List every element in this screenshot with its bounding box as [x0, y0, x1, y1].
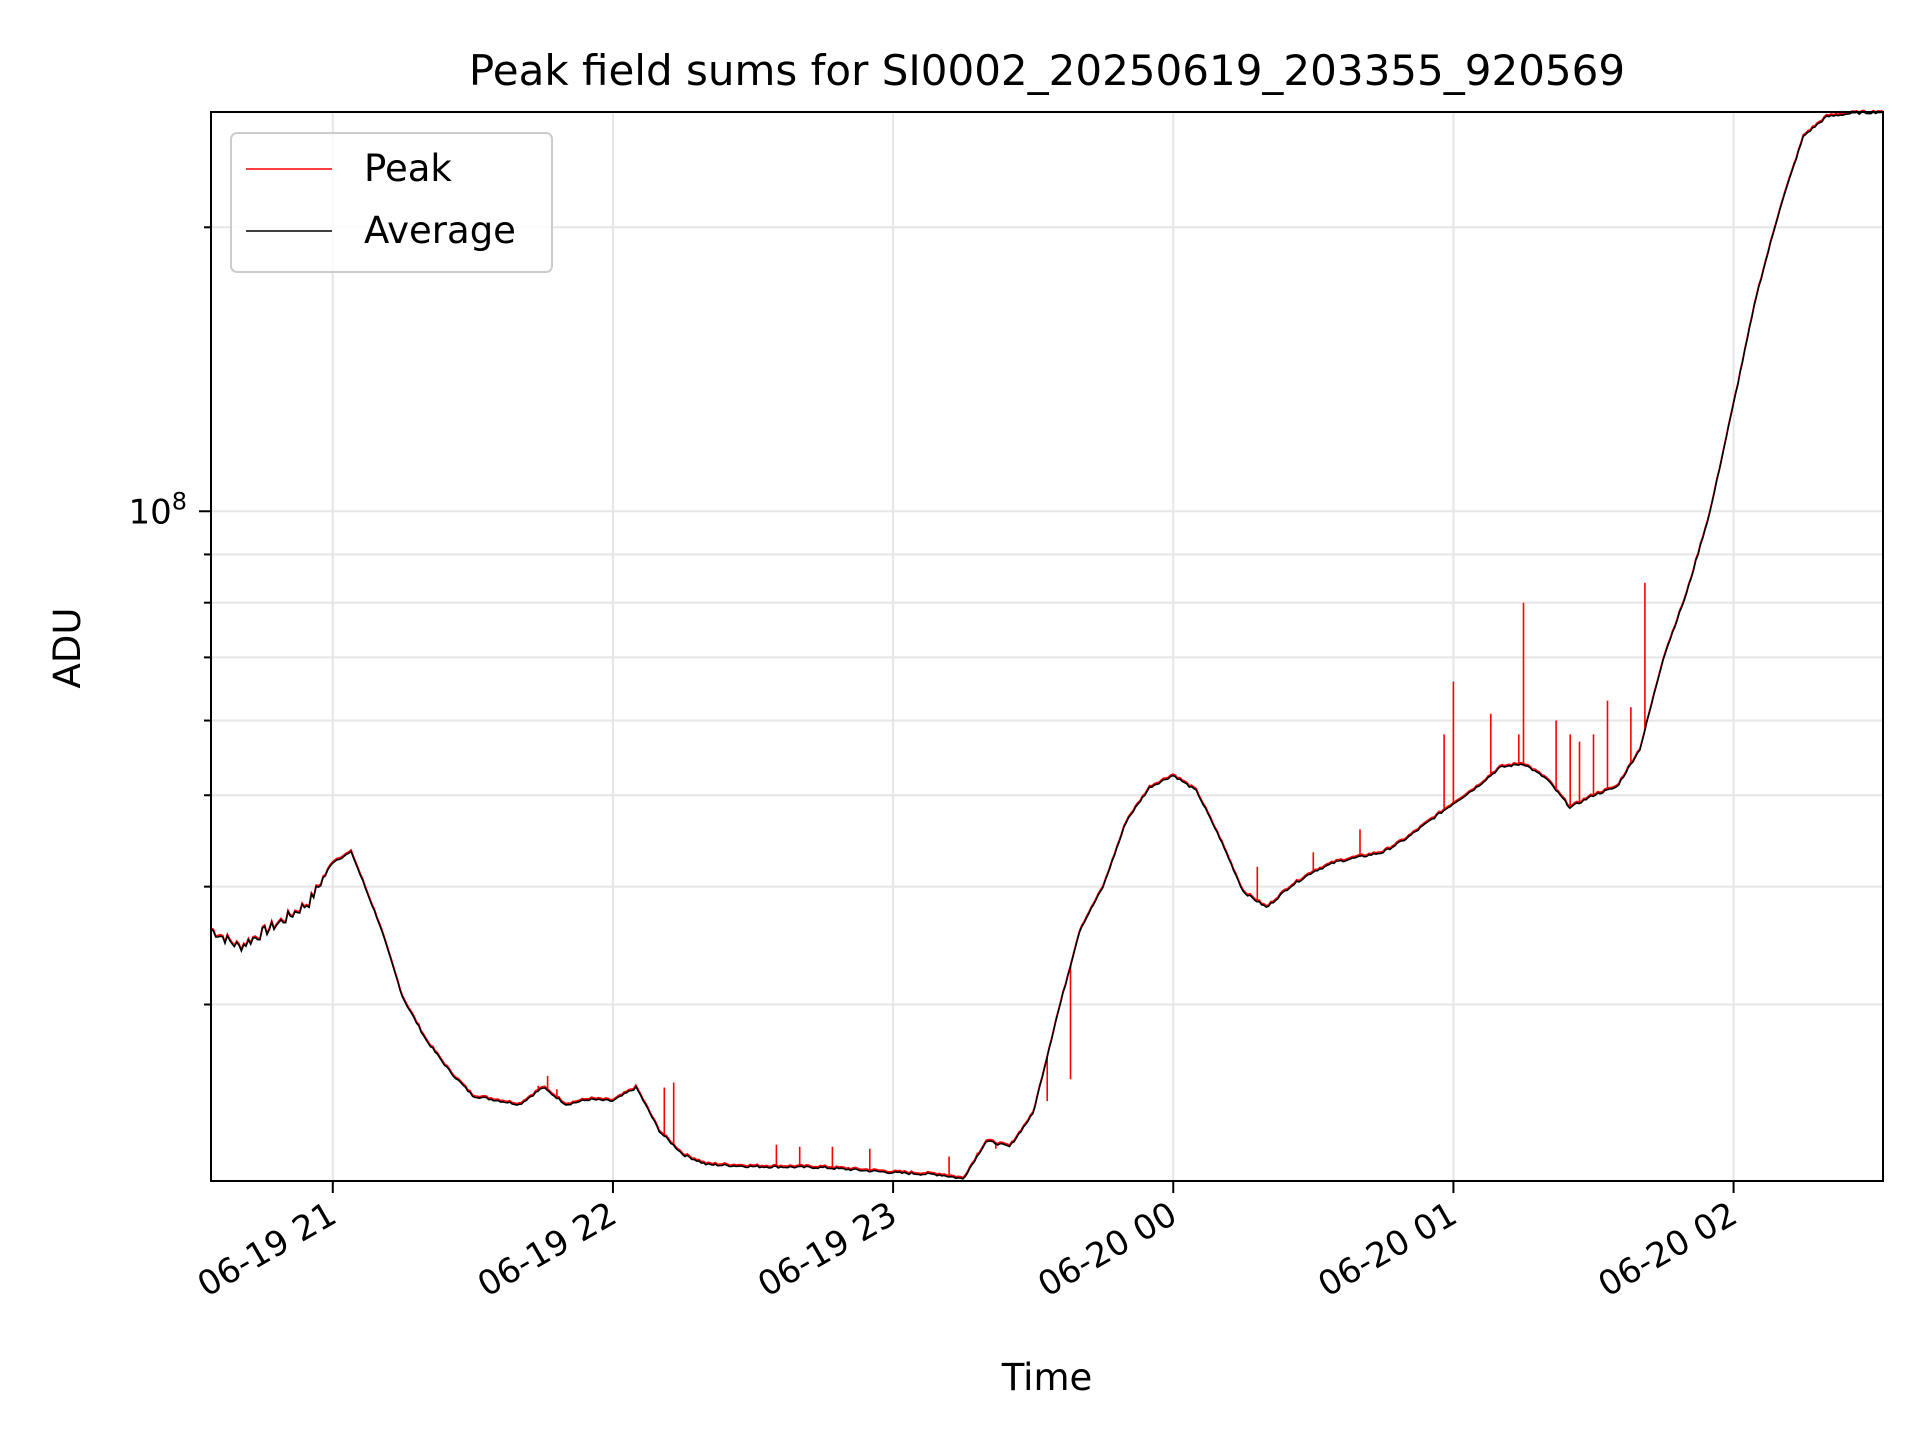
chart-title: Peak field sums for SI0002_20250619_2033…: [469, 46, 1625, 95]
plot-lines: [210, 109, 1883, 1180]
grid: [211, 112, 1883, 1181]
y-axis-label: ADU: [46, 608, 89, 689]
y-tick-label-exponent: 8: [172, 487, 187, 515]
legend: Peak Average: [230, 132, 553, 273]
plot-frame: [210, 111, 1884, 1182]
y-tick-label: 108: [128, 487, 187, 532]
legend-average-label: Average: [364, 209, 516, 252]
y-tick-label-base: 10: [128, 492, 171, 532]
series-average-line: [210, 111, 1883, 1180]
legend-peak-label: Peak: [364, 147, 452, 190]
x-axis-label: Time: [1001, 1356, 1093, 1399]
legend-box: [230, 132, 553, 273]
